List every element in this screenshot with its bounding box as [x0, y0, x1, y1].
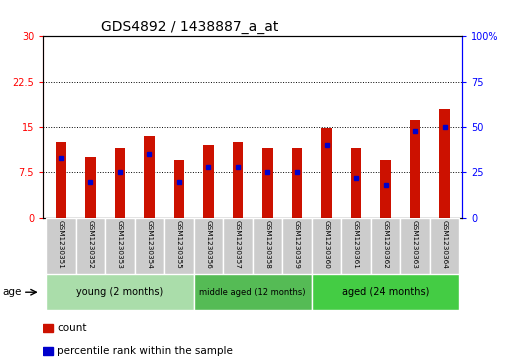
Bar	[203, 145, 214, 218]
Bar	[46, 218, 76, 274]
Bar	[262, 148, 273, 218]
Bar	[144, 136, 154, 218]
Text: GSM1230351: GSM1230351	[58, 220, 64, 269]
Text: GSM1230360: GSM1230360	[324, 220, 330, 269]
Text: GSM1230354: GSM1230354	[146, 220, 152, 269]
Text: GSM1230364: GSM1230364	[441, 220, 448, 269]
Bar	[194, 274, 312, 310]
Text: percentile rank within the sample: percentile rank within the sample	[57, 346, 233, 356]
Text: young (2 months): young (2 months)	[76, 287, 164, 297]
Text: GSM1230361: GSM1230361	[353, 220, 359, 269]
Text: GSM1230356: GSM1230356	[205, 220, 211, 269]
Bar	[312, 274, 459, 310]
Text: count: count	[57, 323, 86, 333]
Bar	[351, 148, 361, 218]
Bar	[43, 347, 53, 355]
Bar	[115, 148, 125, 218]
Bar	[400, 218, 430, 274]
Bar	[292, 148, 302, 218]
Bar	[46, 274, 194, 310]
Text: GSM1230357: GSM1230357	[235, 220, 241, 269]
Bar	[43, 324, 53, 332]
Bar	[164, 218, 194, 274]
Bar	[223, 218, 253, 274]
Bar	[85, 157, 96, 218]
Bar	[194, 218, 223, 274]
Text: middle aged (12 months): middle aged (12 months)	[200, 288, 306, 297]
Bar	[410, 120, 420, 218]
Bar	[312, 218, 341, 274]
Bar	[341, 218, 371, 274]
Bar	[322, 128, 332, 218]
Bar	[282, 218, 312, 274]
Text: aged (24 months): aged (24 months)	[342, 287, 429, 297]
Bar	[105, 218, 135, 274]
Bar	[76, 218, 105, 274]
Bar	[253, 218, 282, 274]
Text: GSM1230352: GSM1230352	[87, 220, 93, 269]
Bar	[371, 218, 400, 274]
Bar	[430, 218, 459, 274]
Title: GDS4892 / 1438887_a_at: GDS4892 / 1438887_a_at	[101, 20, 278, 34]
Bar	[56, 142, 66, 218]
Bar	[233, 142, 243, 218]
Text: GSM1230363: GSM1230363	[412, 220, 418, 269]
Text: GSM1230353: GSM1230353	[117, 220, 123, 269]
Bar	[439, 109, 450, 218]
Bar	[380, 160, 391, 218]
Text: GSM1230362: GSM1230362	[383, 220, 389, 269]
Text: age: age	[3, 287, 22, 297]
Text: GSM1230355: GSM1230355	[176, 220, 182, 269]
Bar	[135, 218, 164, 274]
Bar	[174, 160, 184, 218]
Text: GSM1230359: GSM1230359	[294, 220, 300, 269]
Text: GSM1230358: GSM1230358	[265, 220, 270, 269]
